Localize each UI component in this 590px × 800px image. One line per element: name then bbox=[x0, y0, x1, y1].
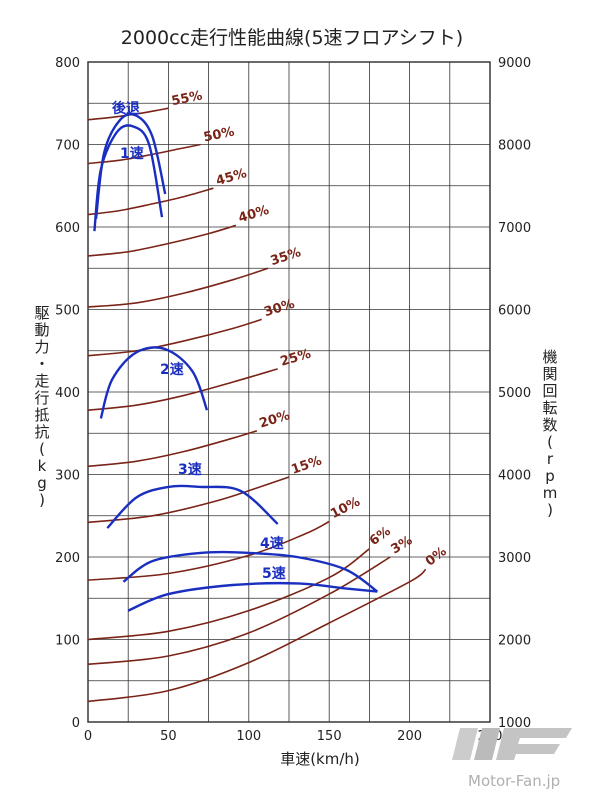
gear-label: 2速 bbox=[160, 361, 184, 378]
gear-label: 4速 bbox=[260, 535, 284, 552]
resistance-curve bbox=[87, 107, 169, 121]
x-tick-label: 0 bbox=[84, 729, 92, 744]
resistance-curve bbox=[87, 520, 330, 581]
y2-tick-label: 3000 bbox=[498, 551, 531, 566]
grade-label: 10% bbox=[328, 495, 363, 523]
chart-grid bbox=[87, 61, 491, 723]
y-tick-label: 600 bbox=[55, 221, 80, 236]
watermark-logo bbox=[452, 728, 572, 760]
y2-tick-label: 4000 bbox=[498, 469, 531, 484]
x-tick-label: 50 bbox=[160, 729, 177, 744]
gear-curve bbox=[93, 124, 164, 232]
y2-tick-label: 2000 bbox=[498, 634, 531, 649]
y-tick-label: 100 bbox=[55, 634, 80, 649]
x-tick-label: 100 bbox=[236, 729, 261, 744]
grade-label: 0% bbox=[423, 544, 450, 569]
y2-tick-label: 7000 bbox=[498, 221, 531, 236]
resistance-curve bbox=[87, 430, 258, 468]
y-tick-label: 500 bbox=[55, 304, 80, 319]
x-tick-label: 150 bbox=[317, 729, 342, 744]
grade-label: 30% bbox=[262, 297, 296, 321]
gear-curve bbox=[99, 346, 209, 419]
grade-label: 40% bbox=[237, 203, 271, 226]
y-tick-label: 800 bbox=[55, 56, 80, 71]
y2-tick-label: 8000 bbox=[498, 139, 531, 154]
y2-tick-label: 6000 bbox=[498, 304, 531, 319]
x-axis-label: 車速(km/h) bbox=[280, 750, 360, 768]
resistance-curve bbox=[87, 224, 237, 257]
y2-axis-title: 機関回転数(r p m) bbox=[542, 348, 557, 519]
grade-label: 35% bbox=[269, 245, 303, 269]
gear-label: 1速 bbox=[120, 145, 144, 162]
y2-tick-label: 5000 bbox=[498, 386, 531, 401]
resistance-curve bbox=[87, 556, 391, 666]
axis-ticks: 0501001502002500100200300400500600700800… bbox=[55, 56, 531, 744]
gear-label: 後退 bbox=[112, 100, 140, 117]
grade-label: 25% bbox=[279, 347, 313, 370]
resistance-curve bbox=[87, 187, 214, 216]
gear-curve bbox=[106, 484, 279, 529]
resistance-curve bbox=[87, 568, 427, 703]
x-axis-title: 車速(km/h) bbox=[280, 750, 360, 768]
grade-label: 55% bbox=[170, 89, 203, 110]
y-axis-title: 駆動力・走行抵抗(k g) bbox=[34, 304, 49, 509]
watermark: Motor-Fan.jp bbox=[452, 728, 572, 790]
y-axis-label: 駆動力・走行抵抗(k g) bbox=[34, 304, 49, 509]
grade-label: 20% bbox=[258, 408, 292, 431]
y-tick-label: 400 bbox=[55, 386, 80, 401]
y2-tick-label: 9000 bbox=[498, 56, 531, 71]
y2-tick-label: 1000 bbox=[498, 716, 531, 731]
y2-axis-label: 機関回転数(r p m) bbox=[542, 348, 557, 519]
resistance-curve bbox=[87, 548, 370, 641]
gear-label: 5速 bbox=[262, 565, 286, 582]
resistance-curve bbox=[87, 368, 278, 411]
gear-curve bbox=[122, 550, 379, 593]
y-tick-label: 200 bbox=[55, 551, 80, 566]
y-tick-label: 300 bbox=[55, 469, 80, 484]
gear-curves: 後退 1速 2速 3速 4速 5速 bbox=[93, 100, 379, 612]
resistance-curve bbox=[87, 318, 262, 357]
grade-label: 50% bbox=[202, 124, 236, 145]
watermark-text: Motor-Fan.jp bbox=[468, 772, 560, 790]
gear-label: 3速 bbox=[178, 461, 202, 478]
y-tick-label: 700 bbox=[55, 139, 80, 154]
resistance-curve bbox=[87, 476, 290, 524]
resistance-curve bbox=[87, 267, 269, 308]
y-tick-label: 0 bbox=[72, 716, 80, 731]
x-tick-label: 200 bbox=[397, 729, 422, 744]
gear-curve bbox=[127, 581, 378, 612]
resistance-curves: 55%50%45%40%35%30%25%20%15%10%6%3% 0% bbox=[87, 89, 450, 703]
chart-title: 2000cc走行性能曲線(5速フロアシフト) bbox=[121, 27, 463, 49]
